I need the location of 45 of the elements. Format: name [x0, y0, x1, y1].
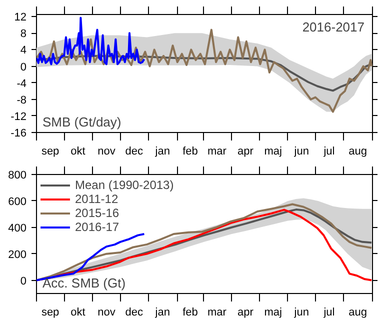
x-tick-label: aug	[348, 306, 367, 318]
annotation: SMB (Gt/day)	[42, 114, 122, 130]
x-tick-label: jun	[293, 146, 309, 158]
x-tick-label: maj	[264, 146, 282, 158]
x-tick-label: okt	[70, 306, 86, 318]
x-tick-label: aug	[348, 146, 367, 158]
y-tick-label: -4	[16, 78, 26, 90]
x-tick-label: jun	[293, 306, 309, 318]
legend-label: 2011-12	[75, 192, 118, 206]
y-tick-label: -12	[10, 110, 27, 123]
x-tick-label: jul	[322, 306, 335, 318]
x-tick-label: jan	[154, 146, 170, 158]
x-tick-label: maj	[264, 306, 282, 318]
annotation: Acc. SMB (Gt)	[42, 276, 126, 290]
x-tick-label: sep	[41, 146, 60, 158]
legend-label: Mean (1990-2013)	[75, 178, 174, 192]
y-tick-label: 800	[8, 170, 27, 182]
line-series	[36, 16, 146, 66]
x-tick-label: jan	[154, 306, 170, 318]
x-tick-label: feb	[182, 306, 198, 318]
y-tick-label: 0	[20, 275, 27, 288]
x-tick-label: sep	[41, 306, 60, 318]
x-tick-label: feb	[182, 146, 198, 158]
y-tick-label: 0	[20, 61, 27, 74]
x-tick-label: dec	[125, 146, 144, 158]
x-tick-label: dec	[125, 306, 144, 318]
x-tick-label: apr	[238, 306, 254, 318]
x-tick-label: mar	[207, 146, 227, 158]
y-tick-label: 200	[8, 248, 27, 261]
y-tick-label: 8	[20, 28, 27, 40]
y-tick-label: 600	[8, 196, 27, 208]
y-tick-label: -8	[16, 94, 26, 106]
legend-label: 2016-17	[75, 220, 120, 234]
y-tick-label: 400	[8, 222, 27, 234]
legend-label: 2015-16	[75, 206, 120, 220]
x-tick-label: jul	[322, 146, 335, 158]
x-tick-label: nov	[98, 146, 116, 158]
x-tick-label: nov	[98, 306, 116, 318]
x-tick-label: apr	[238, 146, 254, 158]
y-tick-label: -16	[10, 128, 27, 140]
x-tick-label: okt	[70, 146, 86, 158]
x-tick-label: mar	[207, 306, 227, 318]
y-tick-label: 4	[20, 44, 27, 57]
y-tick-label: 12	[14, 12, 27, 24]
annotation: 2016-2017	[302, 20, 365, 34]
